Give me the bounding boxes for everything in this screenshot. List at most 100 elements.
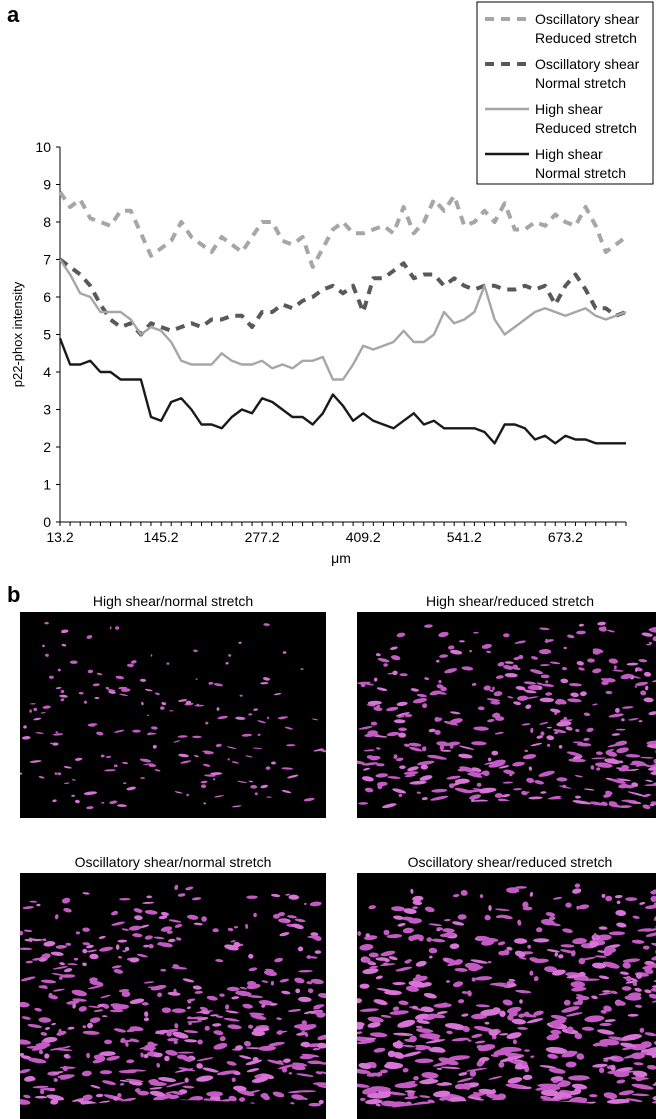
- stain-particle: [114, 729, 125, 733]
- stain-particle: [512, 761, 525, 767]
- stain-particle: [72, 779, 76, 781]
- stain-particle: [616, 922, 627, 928]
- micrograph-panel: High shear/reduced stretch: [357, 592, 656, 818]
- stain-particle: [20, 1039, 31, 1046]
- stain-particle: [652, 1080, 656, 1087]
- stain-particle: [416, 1026, 423, 1029]
- stain-particle: [409, 780, 427, 785]
- stain-particle: [505, 673, 518, 678]
- stain-particle: [115, 626, 119, 630]
- stain-particle: [22, 906, 34, 910]
- stain-particle: [412, 900, 422, 905]
- stain-particle: [531, 655, 539, 660]
- stain-particle: [434, 1003, 452, 1008]
- stain-particle: [582, 1027, 595, 1032]
- stain-particle: [213, 778, 216, 781]
- stain-particle: [56, 945, 67, 949]
- stain-particle: [392, 670, 398, 675]
- stain-particle: [78, 1005, 87, 1012]
- stain-particle: [67, 963, 77, 965]
- stain-particle: [88, 669, 94, 673]
- stain-particle: [196, 1074, 214, 1082]
- stain-particle: [168, 919, 181, 924]
- stain-particle: [568, 1075, 589, 1081]
- stain-particle: [556, 721, 572, 728]
- stain-particle: [54, 772, 57, 775]
- stain-particle: [612, 669, 624, 672]
- stain-particle: [167, 991, 180, 996]
- stain-particle: [75, 757, 83, 761]
- stain-particle: [410, 889, 414, 895]
- stain-particle: [473, 632, 478, 634]
- stain-particle: [194, 705, 204, 707]
- stain-particle: [391, 906, 405, 911]
- stain-particle: [30, 760, 42, 763]
- stain-particle: [477, 783, 482, 787]
- stain-particle: [61, 644, 66, 647]
- stain-particle: [473, 726, 489, 731]
- stain-particle: [141, 701, 144, 705]
- stain-particle: [397, 1018, 416, 1029]
- micrograph-image: [357, 612, 656, 818]
- stain-particle: [96, 731, 104, 736]
- stain-particle: [564, 1000, 571, 1006]
- stain-particle: [43, 940, 55, 947]
- stain-particle: [462, 991, 468, 994]
- stain-particle: [93, 1009, 103, 1012]
- stain-particle: [174, 884, 179, 890]
- stain-particle: [154, 769, 160, 772]
- stain-particle: [592, 668, 602, 674]
- stain-particle: [487, 718, 495, 722]
- stain-particle: [421, 746, 426, 752]
- stain-particle: [245, 755, 253, 758]
- stain-particle: [523, 753, 537, 760]
- stain-particle: [358, 725, 373, 730]
- stain-particle: [395, 966, 412, 973]
- stain-particle: [231, 996, 239, 1000]
- stain-particle: [82, 962, 87, 966]
- stain-particle: [577, 743, 591, 747]
- stain-particle: [96, 1094, 104, 1098]
- stain-particle: [45, 1027, 51, 1031]
- stain-particle: [621, 718, 625, 721]
- stain-particle: [161, 702, 167, 706]
- stain-particle: [185, 886, 194, 891]
- stain-particle: [364, 749, 375, 752]
- stain-particle: [266, 796, 272, 797]
- stain-particle: [172, 1008, 186, 1013]
- stain-particle: [60, 698, 64, 701]
- stain-particle: [420, 1006, 434, 1013]
- stain-particle: [567, 634, 575, 639]
- stain-particle: [616, 900, 621, 904]
- stain-particle: [560, 678, 568, 683]
- legend-label: Normal stretch: [535, 165, 626, 181]
- stain-particle: [117, 939, 127, 942]
- stain-particle: [225, 662, 229, 665]
- stain-particle: [638, 720, 642, 722]
- stain-particle: [51, 1023, 56, 1026]
- stain-particle: [144, 935, 153, 940]
- stain-particle: [203, 802, 206, 804]
- stain-particle: [271, 761, 276, 764]
- stain-particle: [122, 762, 128, 765]
- stain-particle: [123, 782, 127, 784]
- stain-particle: [645, 779, 653, 782]
- stain-particle: [589, 1094, 597, 1097]
- stain-particle: [24, 1075, 36, 1082]
- stain-particle: [376, 763, 384, 766]
- stain-particle: [375, 773, 388, 778]
- stain-particle: [51, 972, 64, 976]
- stain-particle: [137, 953, 148, 958]
- stain-particle: [51, 951, 64, 956]
- stain-particle: [552, 1080, 558, 1083]
- stain-particle: [235, 716, 245, 720]
- stain-particle: [23, 1094, 31, 1099]
- y-tick-label: 6: [43, 289, 51, 305]
- series-line-4: [60, 338, 626, 443]
- stain-particle: [20, 1098, 31, 1105]
- stain-particle: [182, 1085, 194, 1089]
- stain-particle: [150, 1081, 167, 1086]
- stain-particle: [90, 1084, 101, 1089]
- stain-particle: [297, 946, 303, 952]
- stain-particle: [575, 883, 581, 888]
